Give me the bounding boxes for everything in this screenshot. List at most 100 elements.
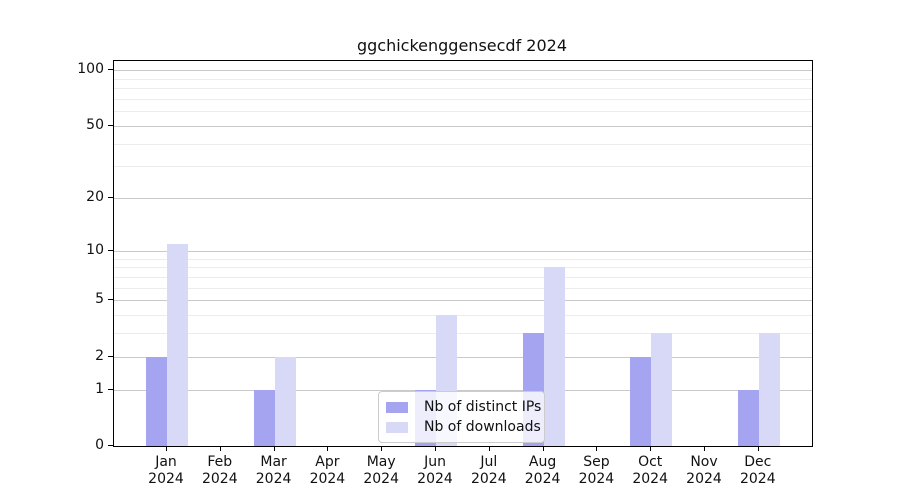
- y-tick-label: 50: [86, 116, 104, 133]
- y-axis-tick: [108, 124, 113, 126]
- x-tick-month: Apr: [315, 454, 340, 470]
- y-tick-label: 10: [86, 241, 104, 258]
- legend-swatch-distinct-ips: [386, 401, 408, 413]
- gridline-minor: [114, 333, 812, 335]
- y-tick-label: 0: [95, 437, 104, 453]
- x-tick-month: Feb: [207, 454, 233, 470]
- x-tick-label: Dec 2024: [726, 454, 790, 488]
- gridline-major: [114, 125, 812, 127]
- x-tick-month: Oct: [638, 454, 663, 470]
- bar-downloads: [274, 356, 296, 446]
- gridline-minor: [114, 166, 812, 168]
- legend-item-distinct-ips: Nb of distinct IPs: [386, 397, 541, 417]
- legend-item-downloads: Nb of downloads: [386, 417, 541, 437]
- x-tick-year: 2024: [470, 471, 507, 487]
- chart-title: ggchickenggensecdf 2024: [356, 36, 568, 55]
- x-tick-label: May 2024: [349, 454, 413, 488]
- y-axis-tick: [108, 299, 113, 301]
- x-tick-year: 2024: [578, 471, 615, 487]
- x-axis-tick: [650, 446, 652, 451]
- x-tick-year: 2024: [201, 471, 238, 487]
- gridline-major: [114, 356, 812, 358]
- x-tick-year: 2024: [309, 471, 346, 487]
- bar-distinct-ips: [630, 356, 652, 446]
- x-tick-label: Jul 2024: [457, 454, 521, 488]
- x-axis-tick: [757, 446, 759, 451]
- bar-distinct-ips: [737, 389, 759, 446]
- x-tick-label: Oct 2024: [618, 454, 682, 488]
- bar-downloads: [651, 333, 673, 446]
- x-axis-tick: [381, 446, 383, 451]
- legend: Nb of distinct IPs Nb of downloads: [378, 391, 545, 443]
- x-tick-month: Mar: [260, 454, 287, 470]
- y-tick-label: 2: [95, 347, 104, 364]
- x-axis-tick: [488, 446, 490, 451]
- x-tick-label: Sep 2024: [564, 454, 628, 488]
- x-axis-tick: [219, 446, 221, 451]
- x-tick-year: 2024: [255, 471, 292, 487]
- x-tick-year: 2024: [148, 471, 184, 487]
- y-tick-label: 100: [77, 61, 104, 78]
- x-tick-year: 2024: [686, 471, 722, 487]
- x-tick-label: Apr 2024: [295, 454, 359, 488]
- gridline-minor: [114, 143, 812, 145]
- x-tick-month: Aug: [528, 454, 557, 470]
- plot-area: [113, 60, 813, 447]
- x-axis-tick: [166, 446, 167, 451]
- gridline-minor: [114, 287, 812, 289]
- gridline-major: [114, 70, 812, 72]
- x-tick-label: Jun 2024: [403, 454, 467, 488]
- gridline-minor: [114, 267, 812, 269]
- x-tick-year: 2024: [524, 471, 561, 487]
- gridline-major: [114, 250, 812, 252]
- x-tick-label: Nov 2024: [672, 454, 736, 488]
- legend-label-distinct-ips: Nb of distinct IPs: [424, 399, 542, 415]
- x-tick-month: Jul: [480, 454, 498, 470]
- x-tick-label: Feb 2024: [188, 454, 252, 488]
- bar-distinct-ips: [253, 389, 275, 446]
- y-axis-tick: [108, 355, 113, 357]
- gridline-minor: [114, 314, 812, 316]
- gridline-major: [114, 300, 812, 302]
- gridline-minor: [114, 78, 812, 80]
- x-tick-year: 2024: [632, 471, 668, 487]
- y-tick-label: 1: [95, 380, 104, 397]
- x-axis-tick: [596, 446, 598, 451]
- gridline-minor: [114, 98, 812, 100]
- bar-downloads: [543, 267, 565, 446]
- y-axis-tick: [108, 197, 113, 199]
- x-tick-month: Dec: [744, 454, 772, 470]
- gridline-minor: [114, 111, 812, 113]
- x-tick-label: Aug 2024: [511, 454, 575, 488]
- y-axis-tick: [108, 445, 113, 446]
- x-tick-year: 2024: [417, 471, 453, 487]
- gridline-major: [114, 389, 812, 391]
- x-tick-label: Mar 2024: [242, 454, 306, 488]
- x-axis-tick: [273, 446, 275, 451]
- gridline-minor: [114, 258, 812, 260]
- x-tick-month: Jun: [424, 454, 446, 470]
- x-axis-tick: [542, 446, 544, 451]
- x-tick-month: Sep: [583, 454, 610, 470]
- x-axis-tick: [435, 446, 436, 451]
- x-tick-label: Jan 2024: [134, 454, 198, 488]
- x-axis-tick: [704, 446, 705, 451]
- bar-downloads: [167, 243, 188, 446]
- x-tick-month: May: [366, 454, 396, 470]
- gridline-major: [114, 198, 812, 200]
- x-tick-year: 2024: [363, 471, 399, 487]
- x-tick-month: Jan: [155, 454, 177, 470]
- y-tick-label: 5: [95, 291, 104, 308]
- y-axis-tick: [108, 69, 113, 71]
- x-axis-tick: [327, 446, 329, 451]
- y-axis-tick: [108, 388, 113, 390]
- y-tick-label: 20: [86, 189, 104, 206]
- legend-label-downloads: Nb of downloads: [424, 419, 541, 435]
- x-tick-year: 2024: [739, 471, 776, 487]
- legend-swatch-downloads: [386, 421, 408, 433]
- gridline-minor: [114, 276, 812, 278]
- x-tick-month: Nov: [690, 454, 718, 470]
- bar-downloads: [758, 333, 780, 446]
- y-axis-tick: [108, 249, 113, 251]
